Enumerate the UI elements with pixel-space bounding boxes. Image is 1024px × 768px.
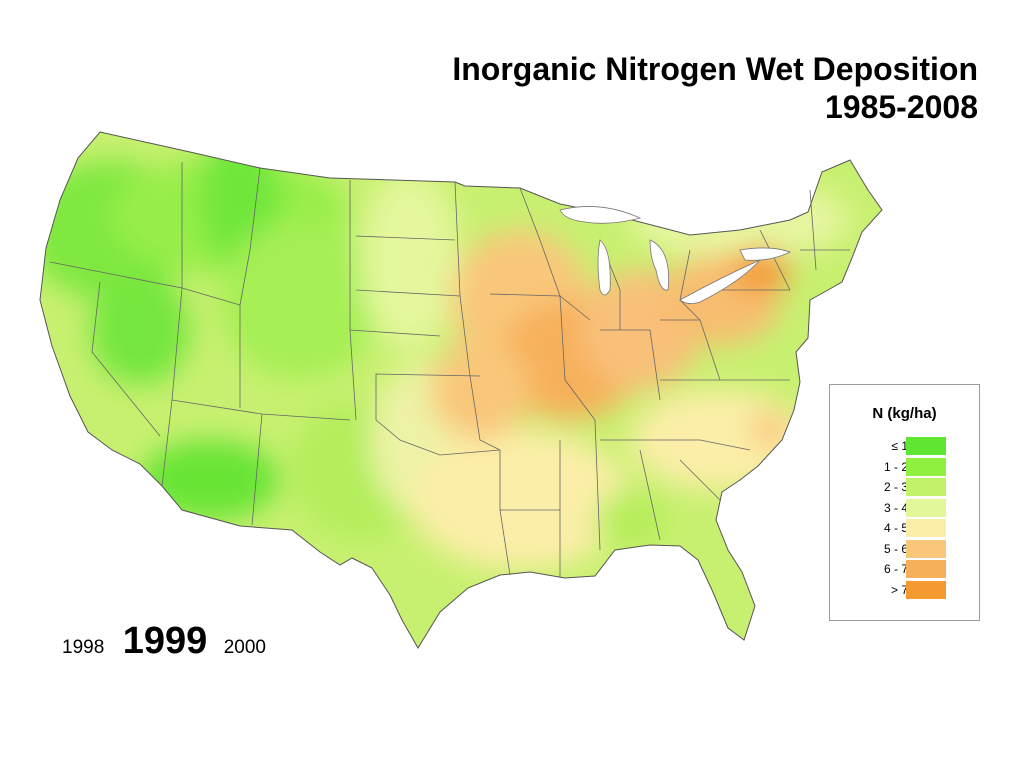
legend-item-swatch: [906, 437, 946, 455]
legend-item: 6 - 7: [830, 560, 979, 580]
legend-item-swatch: [906, 478, 946, 496]
state-boundaries: [49, 162, 850, 578]
deposition-surface: [40, 132, 882, 648]
legend-item: 5 - 6: [830, 539, 979, 560]
legend-item-label: ≤ 1: [891, 439, 908, 453]
year-navigator: 1998 1999 2000: [62, 620, 266, 664]
legend-item-label: 2 - 3: [883, 480, 908, 494]
legend-title: N (kg/ha): [872, 405, 937, 422]
title-line-2: 1985-2008: [824, 89, 978, 125]
legend-item: 2 - 3: [830, 478, 979, 498]
legend-item-swatch: [906, 580, 946, 599]
legend-item-swatch: [906, 560, 946, 578]
great-lakes: [559, 206, 792, 304]
legend-item: ≤ 1: [830, 437, 979, 457]
legend-item: 3 - 4: [830, 498, 979, 519]
legend-item-label: > 7: [890, 582, 908, 597]
legend-item-label: 1 - 2: [883, 459, 908, 474]
legend-item: > 7: [830, 580, 979, 601]
legend-item-swatch: [906, 498, 946, 517]
us-outline: [39, 131, 883, 649]
next-year-link[interactable]: 2000: [223, 637, 267, 658]
legend-item-swatch: [906, 539, 946, 558]
title-line-1: Inorganic Nitrogen Wet Deposition: [452, 51, 978, 87]
legend-item-label: 5 - 6: [883, 541, 908, 556]
legend-item-label: 3 - 4: [883, 500, 908, 515]
legend-item-swatch: [906, 457, 946, 476]
legend-item-label: 4 - 5: [883, 521, 908, 535]
map-title: Inorganic Nitrogen Wet Deposition 1985-2…: [452, 50, 978, 126]
current-year: 1999: [122, 620, 208, 662]
previous-year-link[interactable]: 1998: [62, 637, 105, 658]
legend-item: 1 - 2: [830, 457, 979, 478]
legend-item-label: 6 - 7: [883, 562, 908, 576]
legend: N (kg/ha) ≤ 1 1 - 2 2 - 3 3 - 4 4 - 5 5 - 6 6 …: [829, 384, 980, 621]
legend-item: 4 - 5: [830, 519, 979, 539]
legend-item-swatch: [906, 519, 946, 537]
